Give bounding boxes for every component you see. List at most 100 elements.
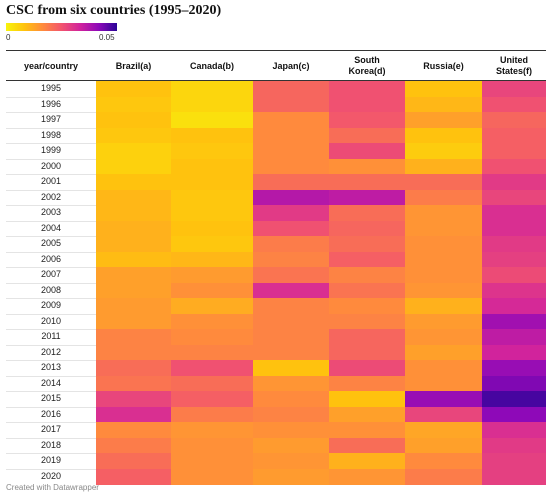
row-label: 2019 xyxy=(40,455,62,465)
heatmap-cell xyxy=(96,453,171,470)
heatmap-cell xyxy=(405,468,482,485)
heatmap-cell xyxy=(96,344,171,361)
row-label: 2002 xyxy=(40,191,62,202)
heatmap-cell xyxy=(329,189,405,206)
heatmap-cell xyxy=(253,143,329,160)
heatmap-cell xyxy=(253,267,329,284)
heatmap-cell xyxy=(253,329,329,346)
heatmap-cell xyxy=(96,437,171,454)
heatmap-cell xyxy=(329,329,405,346)
heatmap-cell xyxy=(96,143,171,160)
heatmap-cell xyxy=(482,298,546,315)
row-separator xyxy=(6,406,96,408)
row-separator xyxy=(6,437,96,439)
heatmap-cell xyxy=(96,267,171,284)
row-label: 2013 xyxy=(40,362,62,372)
heatmap-cell xyxy=(96,96,171,113)
heatmap-cell xyxy=(253,453,329,470)
heatmap-cell xyxy=(482,329,546,346)
row-separator xyxy=(6,298,96,299)
heatmap-cell xyxy=(171,298,253,315)
footer-credit: Created with Datawrapper xyxy=(6,483,99,492)
heatmap-cell xyxy=(96,406,171,423)
row-separator xyxy=(6,127,96,129)
heatmap-cell xyxy=(405,251,482,268)
row-separator xyxy=(6,344,96,346)
row-label: 2015 xyxy=(40,393,62,403)
heatmap-cell xyxy=(171,422,253,439)
heatmap-cell xyxy=(482,360,546,377)
heatmap-cell xyxy=(405,422,482,439)
heatmap-cell xyxy=(329,437,405,454)
row-label: 2007 xyxy=(40,269,62,279)
heatmap-cell xyxy=(329,205,405,222)
heatmap-cell xyxy=(171,143,253,160)
heatmap-cell xyxy=(482,422,546,439)
heatmap-cell xyxy=(253,422,329,439)
heatmap-cell xyxy=(253,282,329,299)
heatmap-cell xyxy=(405,205,482,222)
heatmap-cell xyxy=(329,298,405,315)
heatmap-cell xyxy=(96,391,171,408)
heatmap-cell xyxy=(329,267,405,284)
row-label: 1996 xyxy=(40,98,62,109)
heatmap-cell xyxy=(329,375,405,392)
heatmap-cell xyxy=(482,174,546,191)
heatmap-cell xyxy=(96,360,171,377)
row-separator xyxy=(6,360,96,361)
heatmap-cell xyxy=(171,220,253,237)
column-header: South Korea(d) xyxy=(348,55,386,76)
heatmap-cell xyxy=(96,112,171,129)
heatmap-cell xyxy=(171,453,253,470)
heatmap-cell xyxy=(171,205,253,222)
heatmap-cell xyxy=(482,437,546,454)
heatmap-cell xyxy=(329,220,405,237)
heatmap-cell xyxy=(329,127,405,144)
heatmap-cell xyxy=(405,406,482,423)
heatmap-cell xyxy=(253,220,329,237)
heatmap-cell xyxy=(329,453,405,470)
row-label: 1995 xyxy=(40,83,62,93)
row-label: 2000 xyxy=(40,160,62,171)
heatmap-cell xyxy=(405,344,482,361)
heatmap-cell xyxy=(253,189,329,206)
heatmap-cell xyxy=(253,391,329,408)
row-separator xyxy=(6,158,96,160)
chart-title: CSC from six countries (1995–2020) xyxy=(6,3,222,18)
heatmap-cell xyxy=(171,282,253,299)
row-separator xyxy=(6,468,96,470)
heatmap-cell xyxy=(171,251,253,268)
column-header: Japan(c) xyxy=(272,60,310,71)
row-label: 2020 xyxy=(40,470,62,481)
heatmap-cell xyxy=(482,453,546,470)
heatmap-cell xyxy=(171,81,253,98)
heatmap-cell xyxy=(482,220,546,237)
heatmap-cell xyxy=(96,329,171,346)
row-separator xyxy=(6,189,96,191)
column-header: United States(f) xyxy=(495,55,532,76)
heatmap-cell xyxy=(253,360,329,377)
heatmap-cell xyxy=(96,174,171,191)
heatmap-cell xyxy=(96,251,171,268)
heatmap-cell xyxy=(329,158,405,175)
heatmap-cell xyxy=(329,344,405,361)
heatmap-cell xyxy=(482,251,546,268)
heatmap-cell xyxy=(253,127,329,144)
heatmap-cell xyxy=(405,127,482,144)
heatmap-cell xyxy=(253,205,329,222)
heatmap-cell xyxy=(96,236,171,253)
row-label: 2005 xyxy=(40,238,62,248)
heatmap-cell xyxy=(96,189,171,206)
row-header: year/country xyxy=(23,60,79,71)
row-separator xyxy=(6,422,96,423)
row-label: 2016 xyxy=(40,408,62,419)
heatmap-cell xyxy=(253,96,329,113)
heatmap-cell xyxy=(482,282,546,299)
row-separator xyxy=(6,313,96,315)
heatmap-cell xyxy=(253,81,329,98)
heatmap-cell xyxy=(482,96,546,113)
row-separator xyxy=(6,143,96,144)
heatmap-cell xyxy=(329,282,405,299)
row-separator xyxy=(6,112,96,113)
heatmap-cell xyxy=(482,143,546,160)
